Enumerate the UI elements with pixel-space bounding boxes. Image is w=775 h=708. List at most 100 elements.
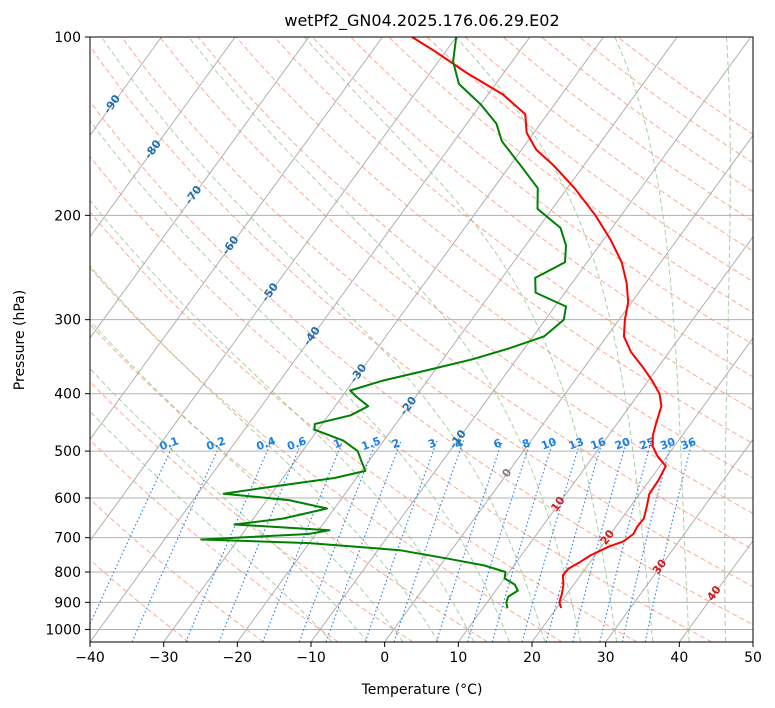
y-tick-label: 400 [54,387,81,403]
mixing-ratio-label: 0.4 [255,434,278,453]
moist-adiabat-line [90,368,369,642]
dry-adiabat-line [90,211,638,642]
dry-adiabat-line [90,558,190,642]
mixing-ratio-label: 16 [589,435,608,453]
isotherm-line [531,337,753,642]
mixing-ratio-label: 6 [492,436,504,451]
dry-adiabat-line [90,381,414,642]
moist-adiabat-line [724,37,731,642]
mixing-ratio-line [521,440,582,642]
moist-adiabat-line [90,320,404,642]
isotherm-label: -20 [397,394,419,418]
mixing-ratio-label: 2 [390,436,402,451]
isotherm-line [90,37,310,339]
isotherm-line [457,235,753,642]
y-tick-label: 200 [54,208,81,224]
mixing-ratio-line [185,440,273,642]
mixing-ratio-label: 13 [567,435,586,452]
moist-adiabat-line [188,37,582,642]
mixing-ratio-label: 3 [426,436,438,451]
x-tick-label: 0 [380,650,389,666]
dry-adiabat-line [235,37,753,445]
dry-adiabat-line [464,37,753,252]
isotherm-line [605,438,753,642]
x-axis: −40 −30 −20 −10 0 10 20 30 40 50 [75,642,762,666]
mixing-ratio-label: 1.5 [360,434,383,453]
dry-adiabat-line [312,37,753,378]
mixing-ratio-line [621,440,673,642]
mixing-ratio-line [599,440,652,642]
isotherm-line [90,37,383,441]
y-tick-label: 500 [54,444,81,460]
y-axis: 100 200 300 400 500 600 700 800 900 1000 [45,30,90,638]
mixing-ratio-line [325,440,402,642]
isotherm-label: 10 [548,494,568,514]
moist-adiabat-line [614,37,690,642]
mixing-ratio-label: 20 [613,435,632,453]
y-tick-label: 300 [54,313,81,329]
x-tick-label: −30 [149,650,179,666]
isotherm-label: 30 [650,557,670,577]
temperature-profile-line [411,37,667,609]
y-tick-label: 600 [54,491,81,507]
isotherm-label: 0 [499,466,514,480]
y-tick-label: 800 [54,565,81,581]
dry-adiabat-line [90,267,563,642]
moist-adiabat-line [303,37,618,642]
isotherm-label: -70 [182,183,204,207]
isotherm-label: -100 [56,46,83,76]
dry-adiabat-line [90,155,712,642]
y-tick-label: 700 [54,531,81,547]
moist-adiabat-line [90,119,510,642]
x-tick-label: 40 [670,650,688,666]
y-axis-label: Pressure (hPa) [12,290,28,390]
isotherm-line [678,539,753,642]
mixing-ratio-label: 36 [679,435,698,453]
isotherm-label: -90 [101,92,123,116]
chart-title: wetPf2_GN04.2025.176.06.29.E02 [284,11,559,31]
x-tick-label: 30 [597,650,615,666]
mixing-ratio-line [466,440,532,642]
dry-adiabat-line [90,45,753,588]
mixing-ratio-line [545,440,604,642]
mixing-ratio-label: 8 [520,436,532,451]
x-tick-label: −40 [75,650,105,666]
mixing-ratio-line [435,440,503,642]
mixing-ratio-label: 0.2 [205,434,228,453]
dry-adiabat-line [121,37,753,551]
mixing-ratio-label: 4 [453,436,465,451]
isotherm-line [90,37,531,642]
isotherm-line [384,134,753,642]
mixing-ratio-label: 0.6 [285,434,308,453]
dry-adiabat-line [388,37,753,314]
y-tick-label: 900 [54,595,81,611]
dry-adiabat-line [90,323,488,642]
mixing-ratio-line [131,440,223,642]
isotherm-label: -80 [142,137,164,161]
x-axis-label: Temperature (°C) [361,682,483,698]
isotherm-line [236,37,678,642]
y-tick-label: 1000 [45,622,81,638]
x-tick-label: −10 [296,650,326,666]
mixing-ratio-line [90,440,176,626]
plot-frame [89,36,754,643]
mixing-ratio-label: 0.1 [158,434,181,453]
dry-adiabat-line [90,498,264,642]
isotherm-label: -10 [447,427,469,451]
mixing-ratio-line [364,440,438,642]
dry-adiabat-line [541,37,753,193]
mixing-ratio-label: 10 [539,435,558,453]
dewpoint-profile-line [200,37,567,609]
y-tick-label: 100 [54,30,81,46]
x-tick-label: −20 [223,650,253,666]
mixing-ratio-line [491,440,554,642]
isotherm-line [90,37,236,238]
x-tick-label: 20 [523,650,541,666]
dry-adiabat-line [90,100,753,626]
mixing-ratio-line [644,440,693,642]
isotherm-line [752,641,753,642]
isotherm-label: -60 [219,233,241,257]
moist-adiabat-line [762,37,775,642]
isotherm-line [90,37,457,542]
mixing-ratio-line [572,440,628,642]
